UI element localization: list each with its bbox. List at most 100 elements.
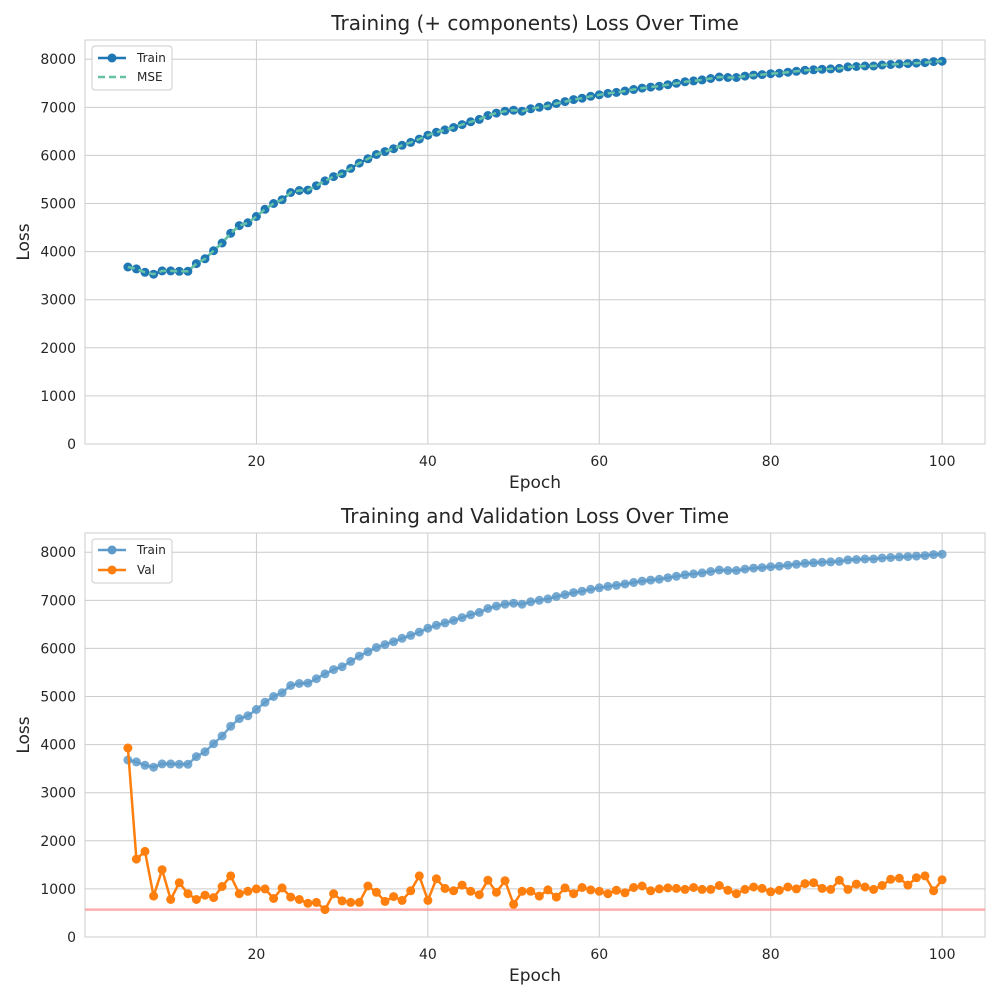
y-tick-label: 8000 [40, 52, 76, 68]
data-point-train [826, 557, 836, 567]
data-point-val [920, 871, 930, 881]
data-point-val [431, 874, 441, 884]
data-point-val [577, 883, 587, 892]
data-point-train [406, 630, 416, 640]
chart-title: Training and Validation Loss Over Time [340, 504, 729, 528]
data-point-train [766, 562, 776, 572]
data-point-val [449, 886, 459, 896]
y-tick-label: 3000 [40, 293, 76, 309]
data-point-train [569, 588, 579, 598]
data-point-val [346, 897, 356, 907]
data-point-val [183, 889, 193, 899]
data-point-train [774, 561, 784, 571]
data-point-train [363, 647, 373, 657]
data-point-val [234, 889, 244, 899]
data-point-train [354, 651, 364, 661]
data-point-val [217, 882, 227, 891]
data-point-train [697, 75, 707, 85]
y-axis-label: Loss [14, 223, 34, 260]
data-point-val [423, 895, 433, 905]
x-tick-label: 60 [590, 454, 608, 470]
x-tick-labels: 20 40 60 80 100 [248, 454, 956, 470]
data-point-val [869, 884, 879, 894]
data-point-val [123, 743, 133, 753]
series-marks [123, 56, 947, 279]
chart-training-components: Training (+ components) Loss Over Time 0… [14, 11, 986, 493]
data-point-train [149, 762, 159, 772]
y-tick-label: 7000 [40, 100, 76, 116]
series-line-mse [127, 59, 943, 276]
data-point-train [243, 218, 253, 228]
data-point-train [440, 125, 450, 135]
data-point-train [706, 567, 716, 576]
data-point-train [894, 552, 904, 562]
data-point-train [594, 583, 604, 593]
data-point-train [851, 555, 861, 564]
data-point-train [783, 560, 793, 570]
data-point-train [534, 102, 544, 112]
data-point-train [740, 564, 750, 574]
data-point-train [757, 563, 767, 573]
grid-lines [85, 40, 985, 445]
data-point-train [234, 714, 244, 724]
data-point-val [380, 896, 390, 906]
legend-train-label: Train [136, 543, 166, 557]
data-point-train [929, 57, 939, 67]
data-point-val [569, 889, 579, 899]
data-point-val [466, 886, 476, 896]
data-point-train [389, 637, 399, 647]
data-point-train [671, 571, 681, 581]
data-point-val [286, 892, 296, 902]
data-point-train [414, 627, 424, 637]
data-point-val [851, 879, 861, 889]
y-tick-label: 1000 [40, 389, 76, 405]
series-marks [123, 549, 947, 915]
data-point-train [551, 592, 561, 601]
data-point-train [560, 590, 570, 600]
data-point-train [586, 584, 596, 594]
data-point-val [714, 881, 724, 890]
data-point-val [251, 884, 261, 894]
data-point-val [603, 889, 613, 899]
data-point-train [226, 721, 236, 731]
data-point-val [191, 895, 201, 904]
data-point-train [663, 573, 673, 583]
data-point-val [783, 882, 793, 892]
data-point-train [217, 731, 227, 741]
data-point-train [680, 570, 690, 580]
data-point-train [183, 759, 193, 769]
data-point-train [174, 759, 184, 769]
data-point-train [911, 551, 921, 561]
data-point-val [491, 887, 501, 897]
data-point-val [791, 884, 801, 894]
data-point-val [877, 881, 887, 890]
data-point-train [397, 633, 407, 643]
data-point-train [766, 69, 776, 79]
y-tick-label: 2000 [40, 341, 76, 357]
data-point-train [431, 620, 441, 630]
x-tick-label: 20 [248, 454, 266, 470]
y-tick-label: 4000 [40, 245, 76, 261]
data-point-train [526, 104, 536, 114]
legend: Train Val [91, 538, 173, 584]
data-point-val [389, 892, 399, 902]
data-point-train [474, 607, 484, 617]
data-point-train [174, 266, 184, 276]
data-point-val [131, 854, 141, 864]
data-point-val [911, 873, 921, 883]
data-point-train [937, 56, 947, 66]
data-point-train [646, 575, 656, 585]
data-point-train [277, 688, 287, 698]
x-axis-label: Epoch [509, 473, 561, 493]
data-point-val [414, 871, 424, 881]
data-point-val [706, 884, 716, 894]
x-tick-label: 100 [929, 454, 956, 470]
data-point-train [577, 586, 587, 596]
data-point-val [551, 892, 561, 902]
data-point-train [509, 598, 519, 608]
data-point-val [663, 883, 673, 893]
data-point-val [226, 871, 236, 881]
data-point-val [329, 889, 339, 899]
chart-title: Training (+ components) Loss Over Time [330, 11, 739, 35]
